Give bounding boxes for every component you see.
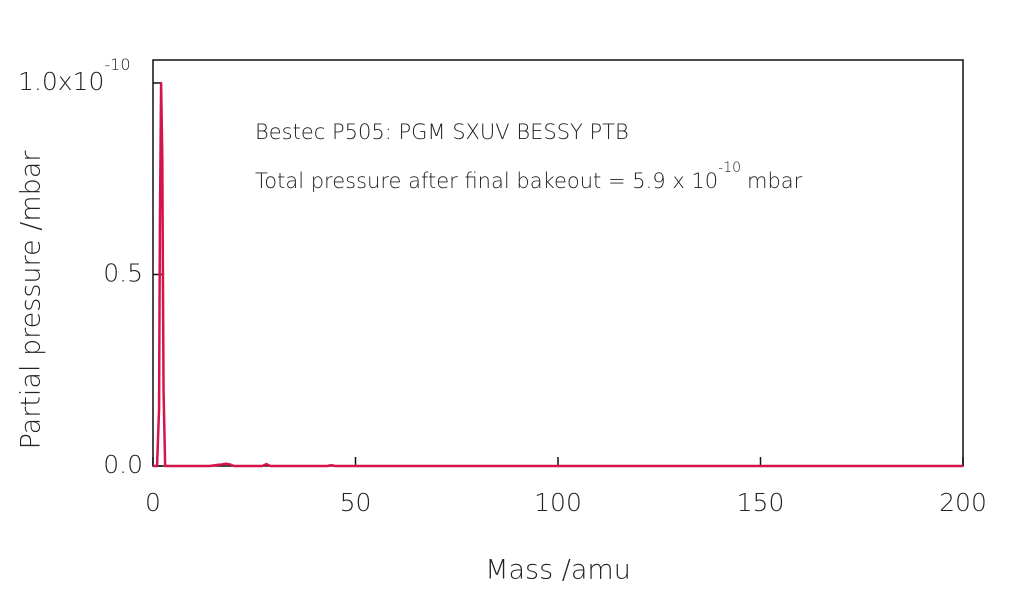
annotation-text: Total pressure after final bakeout = 5.9…: [255, 169, 718, 193]
annotation: Bestec P505: PGM SXUV BESSY PTB: [255, 120, 629, 144]
annotation-suffix: mbar: [747, 169, 803, 193]
y-axis-title: Partial pressure /mbar: [16, 150, 47, 450]
data-line: [153, 81, 963, 468]
y-tick-label-text: 1.0x10: [18, 67, 104, 96]
annotation: Total pressure after final bakeout = 5.9…: [255, 160, 803, 193]
x-tick-label: 200: [939, 488, 987, 517]
y-tick-label: 0.5: [103, 258, 143, 287]
x-tick-label: 50: [340, 488, 372, 517]
x-tick-label: 0: [145, 488, 161, 517]
y-tick-label-superscript: -10: [104, 54, 130, 73]
y-tick-label: 1.0x10-10: [18, 54, 131, 96]
annotation-superscript: -10: [718, 160, 741, 176]
x-tick-label: 100: [534, 488, 582, 517]
x-tick-label: 150: [737, 488, 785, 517]
x-axis-title: Mass /amu: [485, 555, 631, 586]
y-tick-label: 0.0: [103, 450, 143, 479]
